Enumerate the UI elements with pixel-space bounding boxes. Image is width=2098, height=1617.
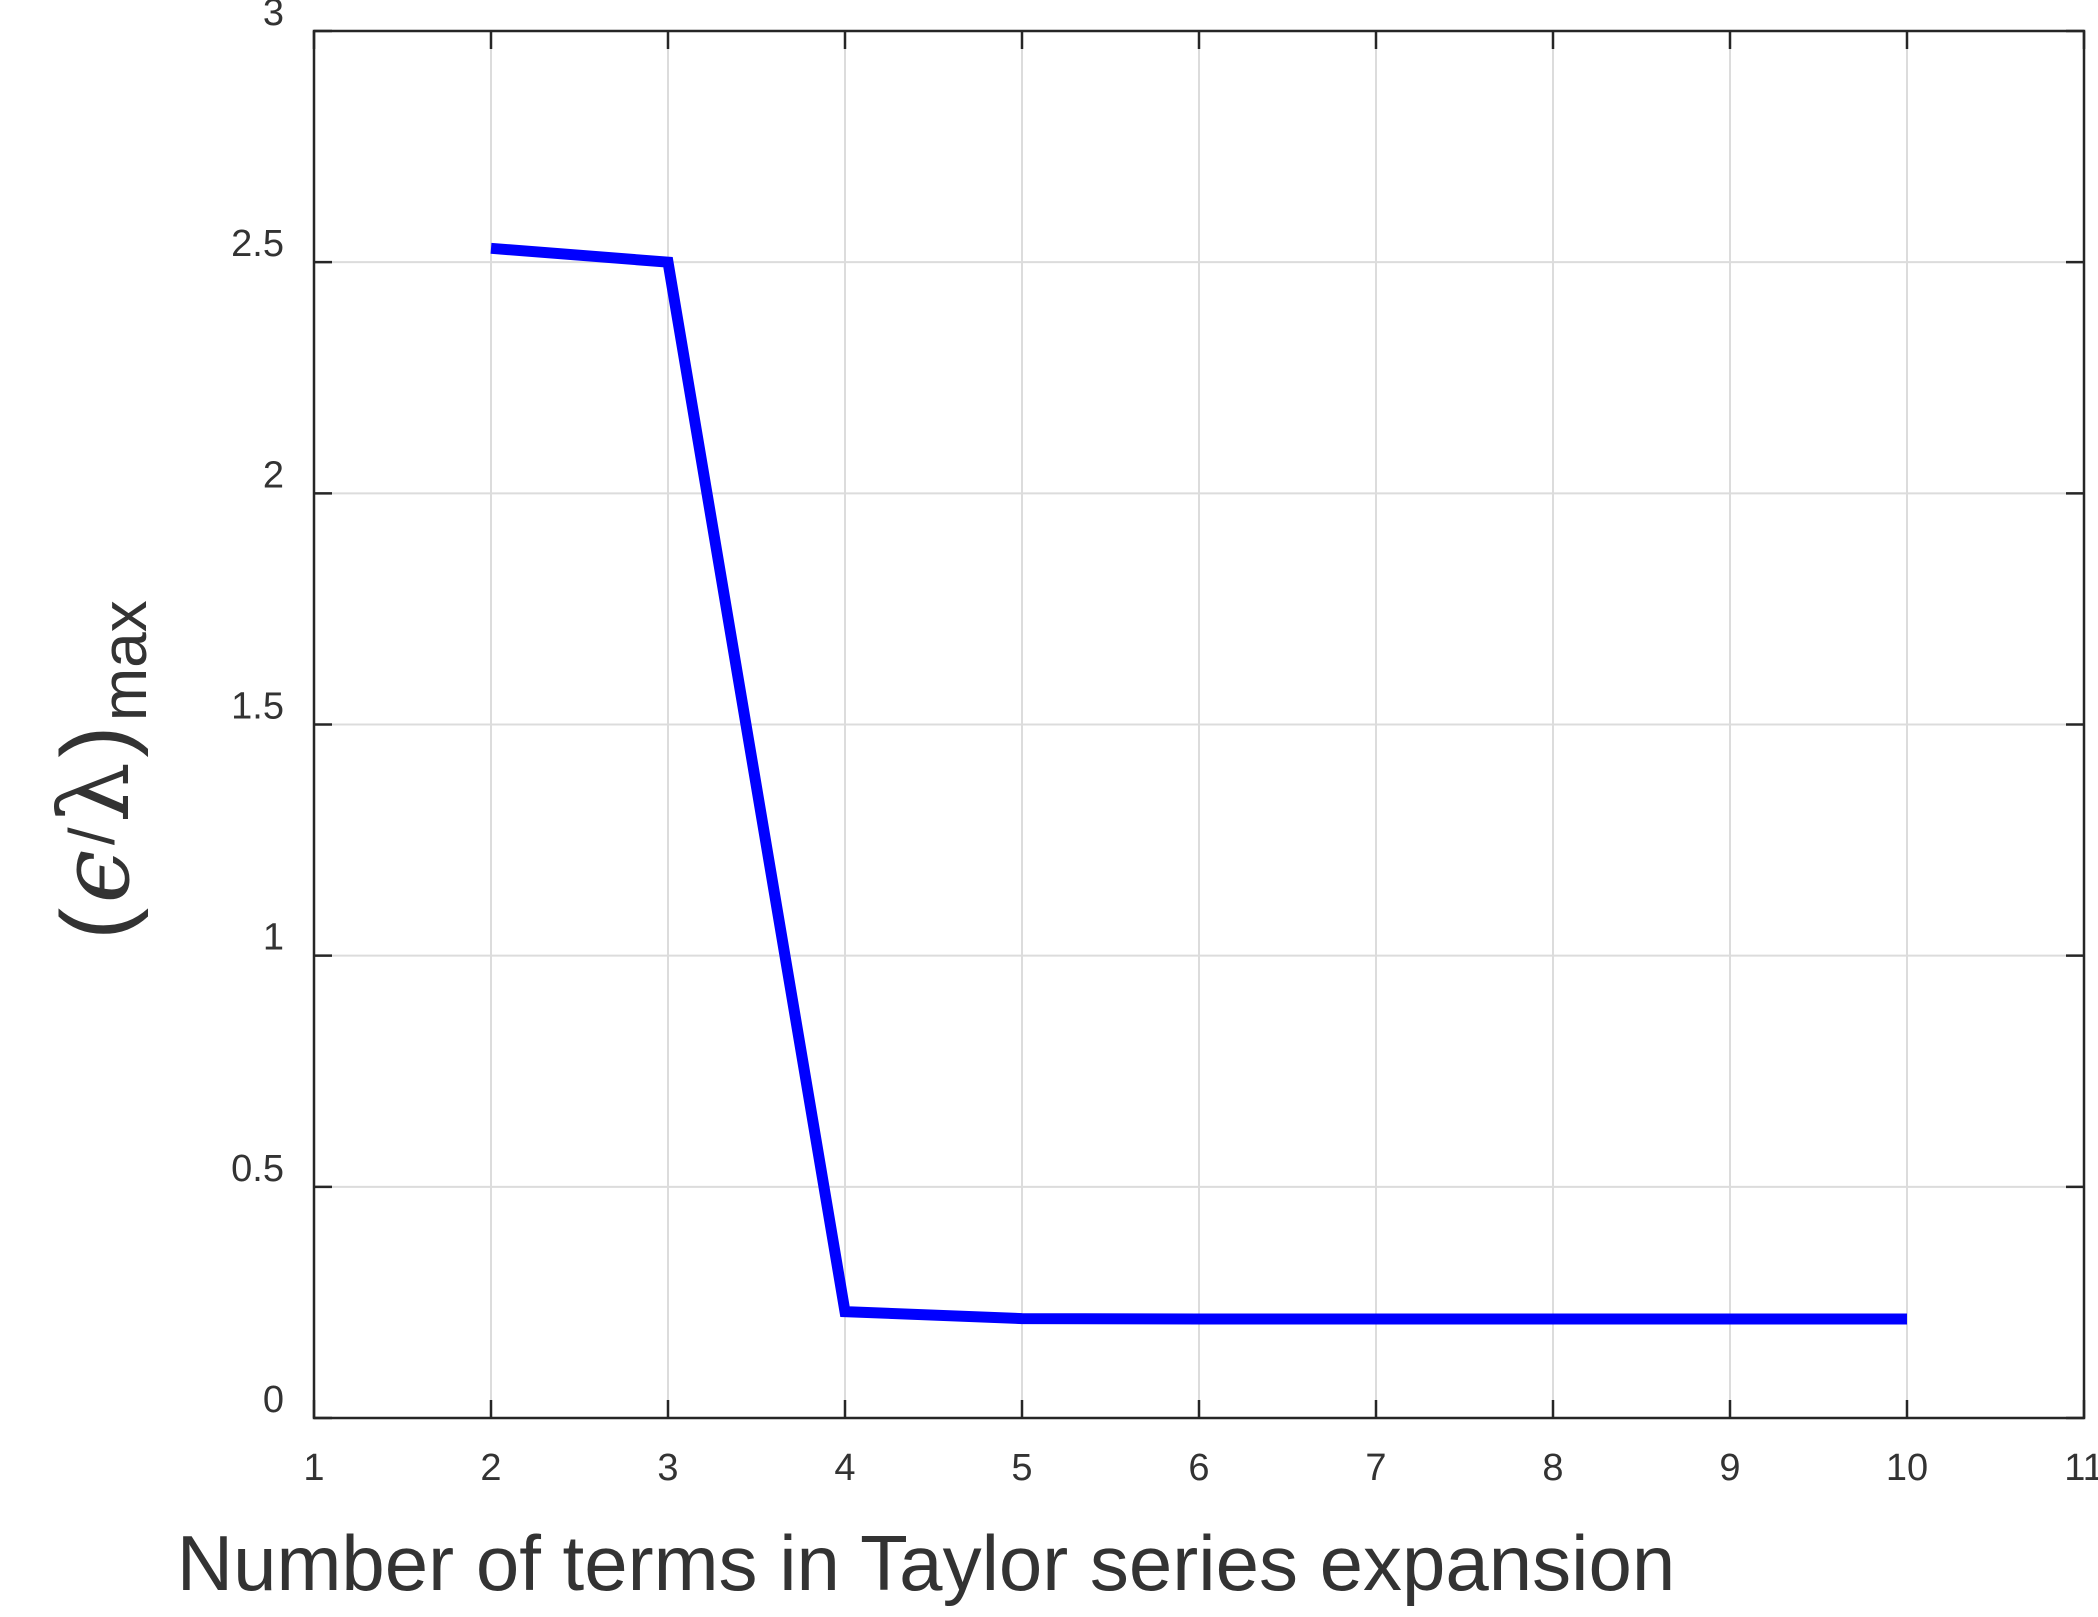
data-point	[1199, 1319, 1200, 1320]
y-tick-label: 3	[263, 0, 284, 34]
data-point	[668, 262, 669, 263]
data-point	[1376, 1319, 1377, 1320]
y-tick-labels: 0 0.5 1 1.5 2 2.5 3	[231, 0, 284, 1421]
x-axis-label: Number of terms in Taylor series expansi…	[177, 1519, 1676, 1607]
y-tick-label: 1.5	[231, 686, 284, 728]
y-label-close-paren: )	[42, 726, 149, 758]
axis-ticks	[312, 29, 2086, 1420]
x-tick-label: 6	[1188, 1447, 1209, 1489]
x-tick-label: 10	[1886, 1447, 1928, 1489]
x-tick-label: 11	[2064, 1447, 2098, 1489]
x-tick-label: 7	[1365, 1447, 1386, 1489]
y-axis-label: ( ϵ / λ ) max	[39, 600, 160, 940]
x-tick-label: 1	[303, 1447, 324, 1489]
grid	[314, 31, 2084, 1418]
y-tick-label: 2.5	[231, 223, 284, 265]
data-point	[1022, 1318, 1023, 1319]
data-point	[1553, 1319, 1554, 1320]
y-label-slash: /	[56, 827, 128, 845]
x-tick-label: 8	[1542, 1447, 1563, 1489]
y-tick-label: 2	[263, 454, 284, 496]
series-layer	[490, 242, 1908, 1325]
y-tick-label: 1	[263, 917, 284, 959]
x-tick-labels: 1 2 3 4 5 6 7 8 9 10 11	[303, 1447, 2098, 1489]
data-point	[491, 248, 492, 249]
y-label-epsilon: ϵ	[39, 850, 151, 904]
data-point	[1730, 1319, 1731, 1320]
y-label-lambda: λ	[39, 762, 151, 823]
x-tick-label: 2	[480, 1447, 501, 1489]
x-tick-label: 5	[1011, 1447, 1032, 1489]
y-tick-label: 0.5	[231, 1148, 284, 1190]
y-tick-label: 0	[263, 1379, 284, 1421]
data-point	[1907, 1319, 1908, 1320]
data-point	[845, 1311, 846, 1312]
y-label-subscript: max	[88, 600, 160, 721]
y-label-open-paren: (	[42, 908, 149, 940]
x-tick-label: 3	[657, 1447, 678, 1489]
series-line	[490, 242, 1907, 1325]
x-tick-label: 9	[1719, 1447, 1740, 1489]
x-tick-label: 4	[834, 1447, 855, 1489]
